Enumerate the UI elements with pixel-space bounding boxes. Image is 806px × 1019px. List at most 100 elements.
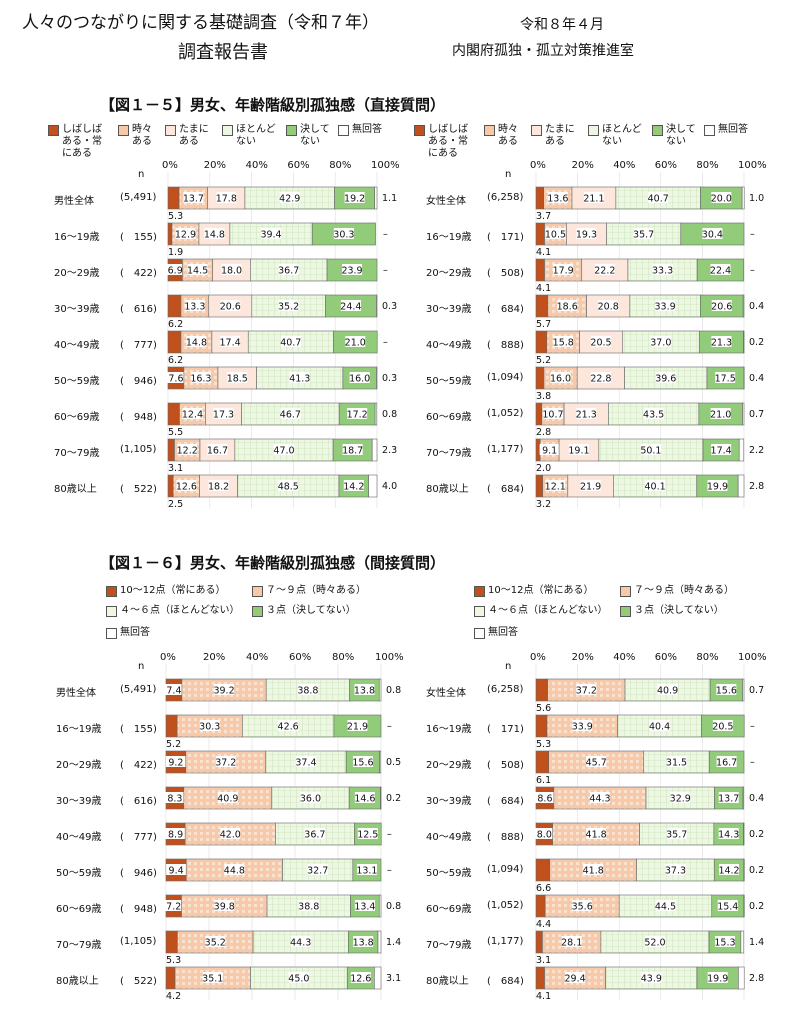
x-tick-label: 20%	[203, 160, 227, 171]
data-label: 22.8	[590, 374, 611, 385]
x-tick-label: 20%	[571, 160, 594, 171]
data-label: 0.4	[749, 301, 764, 312]
data-label: 39.6	[655, 374, 676, 385]
sample-size: ( 616)	[120, 304, 157, 315]
legend-item: 無回答	[338, 124, 382, 136]
legend-label: 無回答	[120, 627, 150, 638]
data-label: 12.4	[182, 410, 203, 421]
stacked-bar-chart: 3.7 13.6 21.1 40.7 20.0 1.0 4.1 10.5 19.3 35.7 30.…	[535, 172, 764, 510]
category-label: 16～19歳	[426, 724, 472, 735]
data-label-bg	[357, 828, 378, 839]
legend-swatch	[252, 606, 263, 617]
data-label: 41.8	[583, 866, 604, 877]
data-label: 12.6	[350, 974, 371, 985]
data-label: 17.9	[553, 266, 574, 277]
data-label-bg	[572, 900, 593, 911]
data-label-bg	[572, 720, 593, 731]
report-title: 人々のつながりに関する基礎調査（令和７年）	[22, 13, 379, 33]
data-label: 45.0	[288, 974, 309, 985]
data-label-bg	[280, 336, 301, 347]
x-tick-label: 100%	[375, 652, 404, 663]
category-label: 80歳以上	[426, 976, 469, 987]
bar-segment	[377, 930, 382, 954]
data-label-bg	[295, 756, 316, 767]
data-label-bg	[718, 792, 739, 803]
bar-segment	[743, 330, 745, 354]
data-label: 39.2	[213, 686, 234, 697]
bar-segment	[743, 366, 745, 390]
x-tick-label: 40%	[246, 652, 269, 663]
data-label: 18.0	[221, 266, 242, 277]
data-label: 1.4	[749, 937, 764, 948]
data-label: 44.3	[589, 794, 610, 805]
sample-size: ( 171)	[487, 232, 524, 243]
legend-label: 時々 ある	[498, 124, 518, 147]
category-label: 20～29歳	[54, 268, 100, 279]
data-label-bg	[176, 480, 197, 491]
legend-swatch	[222, 125, 233, 136]
data-label-bg	[163, 900, 184, 911]
bar-segment	[368, 474, 378, 498]
x-tick-label: 40%	[613, 652, 636, 663]
data-label-bg	[716, 756, 737, 767]
data-label: 5.3	[536, 739, 551, 750]
bar-segment	[535, 894, 546, 918]
data-label-bg	[354, 684, 375, 695]
bar-segment	[167, 402, 180, 426]
bar-segment	[167, 438, 175, 462]
data-label: 13.6	[547, 194, 568, 205]
legend-label: ７～９点（時々ある）	[266, 585, 366, 596]
data-label: 44.8	[224, 866, 245, 877]
category-label: 20～29歳	[426, 268, 472, 279]
legend-label: 10～12点（常にある）	[488, 585, 594, 596]
missing-value-dash: –	[750, 757, 755, 768]
data-label-bg	[205, 936, 226, 947]
bar-segment	[535, 714, 548, 738]
legend-swatch	[704, 125, 715, 136]
bar-segment	[378, 678, 382, 702]
data-label: 20.0	[711, 194, 732, 205]
legend-label: ほとんど ない	[602, 124, 642, 147]
data-label: 23.9	[341, 266, 362, 277]
sample-size: (1,094)	[487, 864, 524, 875]
category-label: 50～59歳	[54, 376, 100, 387]
figure-1-6-title: 【図１－６】男女、年齢階級別孤独感（間接質問）	[100, 554, 446, 572]
bar-segment	[743, 858, 745, 882]
missing-value-dash: –	[750, 721, 755, 732]
legend-item: 無回答	[106, 627, 150, 639]
category-label: 60～69歳	[56, 904, 102, 915]
bar-segment	[535, 966, 545, 990]
bar-segment	[374, 966, 382, 990]
legend-item: ４～６点（ほとんどない）	[474, 605, 608, 617]
bar-segment	[167, 186, 180, 210]
data-label: 19.3	[576, 230, 597, 241]
category-label: 70～79歳	[426, 448, 472, 459]
data-label-bg	[711, 444, 732, 455]
sample-size: ( 888)	[487, 832, 524, 843]
legend-label: 無回答	[488, 627, 518, 638]
legend-swatch	[620, 586, 631, 597]
n-header: n	[138, 661, 145, 672]
data-label: 30.3	[199, 722, 220, 733]
bar-segment	[376, 294, 378, 318]
data-label: 3.1	[386, 973, 401, 984]
bar-segment	[167, 474, 174, 498]
missing-value-dash: –	[750, 265, 755, 276]
legend-item: たまに ある	[531, 124, 575, 148]
data-label: 47.0	[273, 446, 294, 457]
data-label-bg	[712, 720, 733, 731]
data-label-bg	[216, 192, 237, 203]
data-label: 6.2	[168, 319, 183, 330]
sample-size: ( 946)	[120, 868, 157, 879]
bar-segment	[380, 786, 382, 810]
data-label: 19.2	[344, 194, 365, 205]
legend-label: ７～９点（時々ある）	[634, 585, 734, 596]
legend-label: しばしば ある・常 にある	[428, 124, 468, 159]
legend-label: たまに ある	[545, 124, 575, 147]
data-label: 4.1	[536, 991, 551, 1002]
x-tick-label: 60%	[654, 160, 678, 171]
bar-segment	[165, 930, 178, 954]
data-label: 13.1	[356, 866, 377, 877]
data-label: 7.6	[168, 374, 183, 385]
data-label: 5.2	[166, 739, 181, 750]
